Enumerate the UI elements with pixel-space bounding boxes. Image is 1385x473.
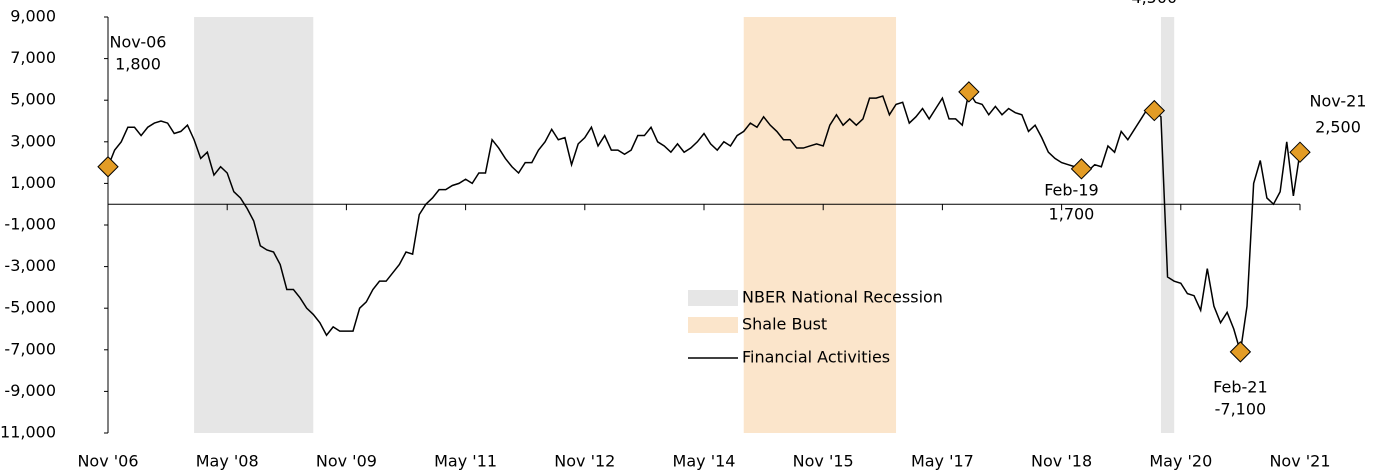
annotation-value: 4,500 bbox=[1131, 0, 1177, 7]
legend-swatch bbox=[688, 290, 738, 306]
x-tick-label: May '17 bbox=[911, 452, 974, 471]
y-tick-label: 1,000 bbox=[10, 173, 56, 192]
y-tick-label: -9,000 bbox=[4, 381, 56, 400]
y-tick-label: -7,000 bbox=[4, 339, 56, 358]
y-tick-label: -1,000 bbox=[4, 215, 56, 234]
annotation-value: 1,700 bbox=[1049, 204, 1095, 223]
x-tick-label: Nov '15 bbox=[793, 452, 854, 471]
x-tick-label: May '08 bbox=[196, 452, 259, 471]
y-tick-label: 5,000 bbox=[10, 90, 56, 109]
annotation-marker bbox=[1070, 158, 1093, 180]
x-tick-label: Nov '18 bbox=[1031, 452, 1092, 471]
x-tick-label: Nov '12 bbox=[554, 452, 615, 471]
annotation-marker bbox=[1289, 141, 1311, 163]
annotation-marker bbox=[1143, 99, 1166, 122]
annotation-label: Nov-06 bbox=[110, 32, 167, 51]
annotation-marker bbox=[1229, 341, 1252, 363]
annotation-value: -7,100 bbox=[1215, 399, 1267, 418]
y-tick-label: 7,000 bbox=[10, 48, 56, 67]
line-series bbox=[107, 89, 1301, 353]
shaded-region bbox=[743, 17, 897, 433]
annotation-value: 1,800 bbox=[115, 54, 161, 73]
legend-label: NBER National Recession bbox=[742, 288, 943, 307]
x-tick-label: Nov '06 bbox=[77, 452, 138, 471]
legend-label: Shale Bust bbox=[742, 315, 827, 334]
x-tick-label: Nov '09 bbox=[316, 452, 377, 471]
annotation-label: Feb-21 bbox=[1213, 377, 1267, 396]
x-tick-label: Nov '21 bbox=[1269, 452, 1330, 471]
x-tick-label: May '20 bbox=[1149, 452, 1212, 471]
y-tick-label: -3,000 bbox=[4, 256, 56, 275]
y-tick-label: 9,000 bbox=[10, 7, 56, 26]
annotation-label: Nov-21 bbox=[1310, 92, 1367, 111]
annotation-marker bbox=[958, 81, 980, 103]
annotation-label: Feb-19 bbox=[1044, 180, 1098, 199]
y-tick-label: -5,000 bbox=[4, 298, 56, 317]
y-tick-label: -11,000 bbox=[0, 423, 56, 442]
annotation-marker bbox=[97, 156, 119, 178]
legend-label: Financial Activities bbox=[742, 348, 890, 367]
legend-swatch bbox=[688, 317, 738, 333]
y-tick-label: 3,000 bbox=[10, 131, 56, 150]
x-tick-label: May '11 bbox=[434, 452, 497, 471]
shaded-region bbox=[1160, 17, 1175, 433]
annotation-value: 2,500 bbox=[1315, 118, 1361, 137]
x-tick-label: May '14 bbox=[673, 452, 736, 471]
shaded-region bbox=[194, 17, 314, 433]
